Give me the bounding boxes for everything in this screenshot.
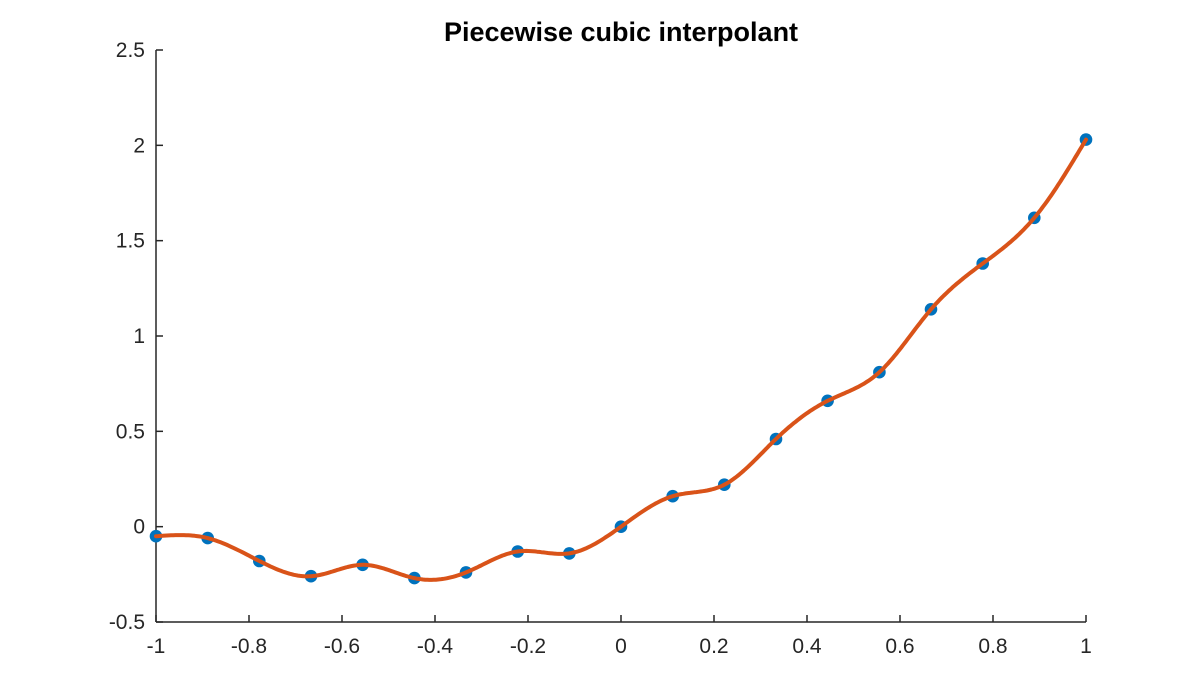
interpolant-line: [154, 137, 1088, 582]
axes: -1 -0.8 -0.6 -0.4 -0.2 0 0.2 0.4 0.6 0.8 1 -0.5 0 0.5…: [109, 39, 1092, 658]
y-tick-label: 0: [133, 516, 145, 539]
y-tick-label: 1: [133, 325, 145, 348]
x-tick-label: -0.4: [417, 635, 454, 658]
x-tick-label: 0.4: [792, 635, 822, 658]
x-tick-label: 0.8: [978, 635, 1007, 658]
x-tick-label: -0.6: [324, 635, 360, 658]
y-tick-label: 1.5: [116, 230, 145, 253]
x-tick-label: -0.2: [510, 635, 546, 658]
data-markers: [149, 133, 1093, 585]
interpolant-curve: [154, 137, 1088, 582]
y-tick-label: 0.5: [116, 420, 145, 443]
chart-title: Piecewise cubic interpolant: [444, 17, 798, 47]
x-tick-label: 1: [1080, 635, 1092, 658]
x-tick-label: -0.8: [231, 635, 267, 658]
x-tick-label: 0.6: [885, 635, 914, 658]
y-tick-label: -0.5: [109, 611, 145, 634]
x-tick-label: -1: [147, 635, 166, 658]
y-tick-label: 2.5: [116, 39, 145, 62]
x-tick-label: 0.2: [699, 635, 728, 658]
x-tick-label: 0: [615, 635, 627, 658]
y-tick-label: 2: [133, 134, 145, 157]
